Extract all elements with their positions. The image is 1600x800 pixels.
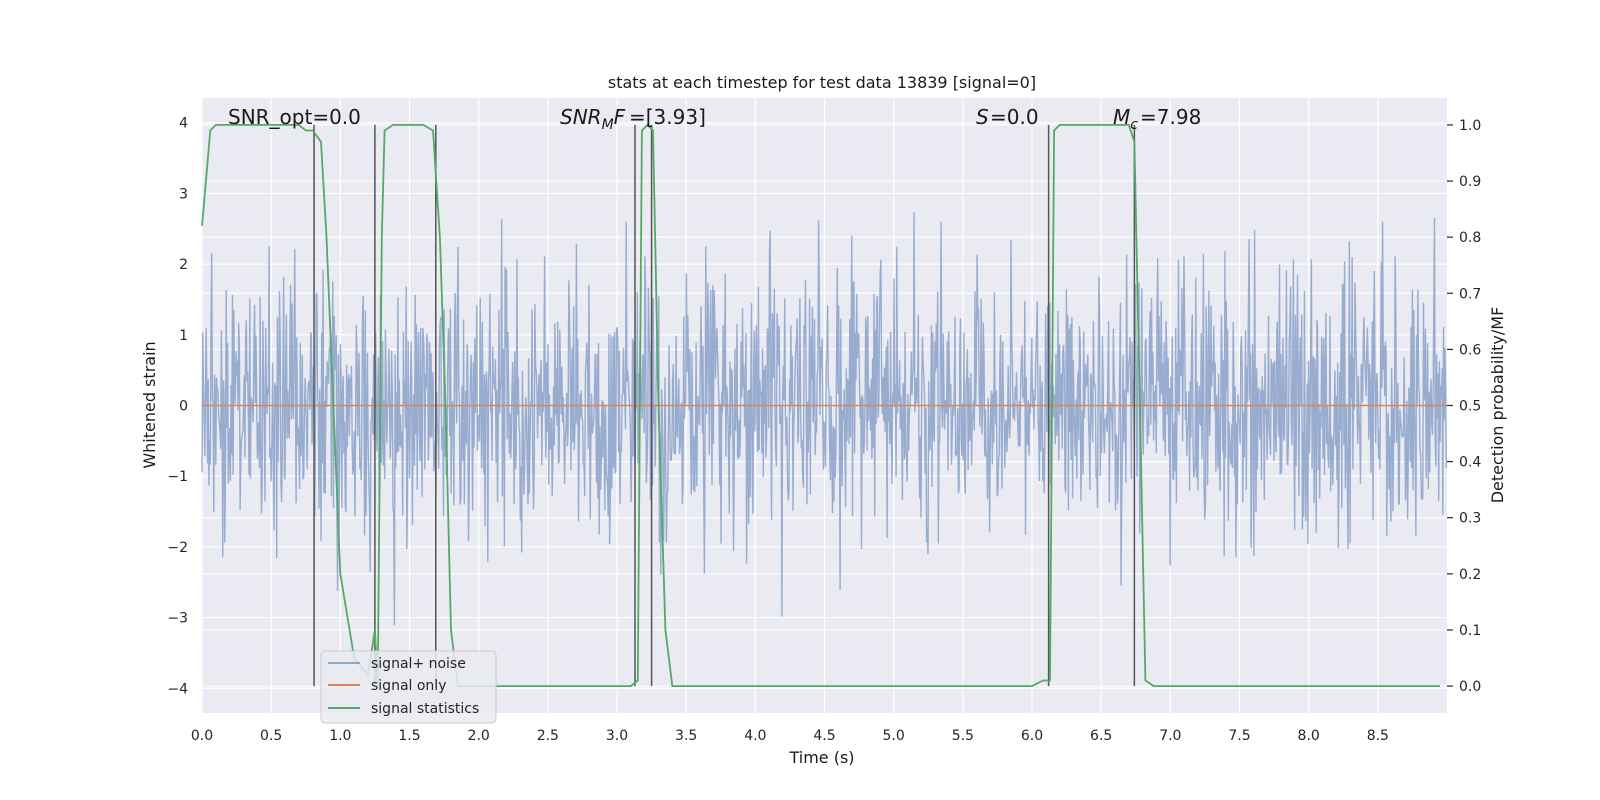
x-tick-label: 0.0	[191, 728, 213, 744]
annotation-s-symbol: S	[976, 105, 989, 129]
annotation-snr-mf-symbol: SNRMF	[560, 105, 626, 133]
y2-tick-label: 0.3	[1459, 511, 1481, 527]
x-tick-label: 6.5	[1090, 728, 1112, 744]
y2-axis-ticks: 0.0 0.1 0.2 0.3 0.4 0.5 0.6 0.7 0.8 0.9 1.0	[1447, 118, 1481, 695]
y2-tick-label: 1.0	[1459, 118, 1481, 134]
x-tick-label: 7.5	[1228, 728, 1250, 744]
signal-noise-line	[201, 212, 1447, 626]
y-tick-label: −3	[167, 611, 188, 627]
x-tick-label: 4.0	[744, 728, 766, 744]
y-tick-label: −1	[167, 469, 188, 485]
x-tick-label: 8.0	[1298, 728, 1320, 744]
annotation-s: S =0.0	[976, 105, 1039, 129]
x-tick-label: 8.5	[1367, 728, 1389, 744]
x-tick-label: 5.5	[952, 728, 974, 744]
y-tick-label: 1	[179, 328, 188, 344]
x-tick-label: 5.0	[883, 728, 905, 744]
x-tick-label: 7.0	[1159, 728, 1181, 744]
y2-tick-label: 0.8	[1459, 230, 1481, 246]
x-axis-label: Time (s)	[788, 748, 854, 767]
y2-tick-label: 0.2	[1459, 567, 1481, 583]
x-tick-label: 3.0	[606, 728, 628, 744]
y2-tick-label: 0.0	[1459, 679, 1481, 695]
legend-label-signal-only: signal only	[371, 678, 446, 694]
signal-statistics-line	[201, 123, 1441, 687]
x-tick-label: 2.5	[537, 728, 559, 744]
y2-tick-label: 0.6	[1459, 342, 1481, 358]
y-tick-label: −4	[167, 681, 188, 697]
signal-noise-series	[201, 212, 1447, 626]
y-tick-label: 0	[179, 399, 188, 415]
annotation-mc: Mc =7.98	[1113, 105, 1201, 133]
y2-tick-label: 0.1	[1459, 623, 1481, 639]
annotation-s-value: =0.0	[990, 105, 1039, 129]
x-tick-label: 0.5	[260, 728, 282, 744]
signal-statistics-series	[201, 123, 1441, 687]
y-axis-ticks: −4 −3 −2 −1 0 1 2 3 4	[167, 116, 188, 698]
y2-tick-label: 0.5	[1459, 399, 1481, 415]
annotation-mc-value: =7.98	[1140, 105, 1201, 129]
x-tick-label: 6.0	[1021, 728, 1043, 744]
annotation-snr-mf-value: =[3.93]	[629, 105, 706, 129]
y2-tick-label: 0.9	[1459, 174, 1481, 190]
annotation-snr-mf: SNRMF =[3.93]	[560, 105, 706, 133]
y2-axis-label: Detection probability/MF	[1488, 307, 1507, 504]
x-tick-label: 4.5	[813, 728, 835, 744]
x-tick-label: 2.0	[468, 728, 490, 744]
y-tick-label: 2	[179, 257, 188, 273]
legend-label-signal-noise: signal+ noise	[371, 656, 466, 672]
x-tick-label: 1.5	[398, 728, 420, 744]
x-axis-ticks: 0.0 0.5 1.0 1.5 2.0 2.5 3.0 3.5 4.0 4.5 5.0 5.5 6.0 6…	[191, 728, 1389, 744]
x-tick-label: 3.5	[675, 728, 697, 744]
chart-title: stats at each timestep for test data 138…	[608, 73, 1036, 92]
legend-label-signal-statistics: signal statistics	[371, 701, 479, 717]
x-tick-label: 1.0	[329, 728, 351, 744]
legend-box	[320, 650, 497, 724]
y-tick-label: 4	[179, 116, 188, 132]
legend: signal+ noise signal only signal statist…	[320, 650, 497, 724]
y2-tick-label: 0.4	[1459, 455, 1481, 471]
annotation-mc-symbol: Mc	[1113, 105, 1138, 133]
y-tick-label: 3	[179, 186, 188, 202]
y-axis-label: Whitened strain	[140, 341, 159, 468]
annotation-snr-opt: SNR_opt=0.0	[228, 105, 361, 129]
marker-lines	[313, 124, 1136, 687]
y-tick-label: −2	[167, 540, 188, 556]
y2-tick-label: 0.7	[1459, 286, 1481, 302]
